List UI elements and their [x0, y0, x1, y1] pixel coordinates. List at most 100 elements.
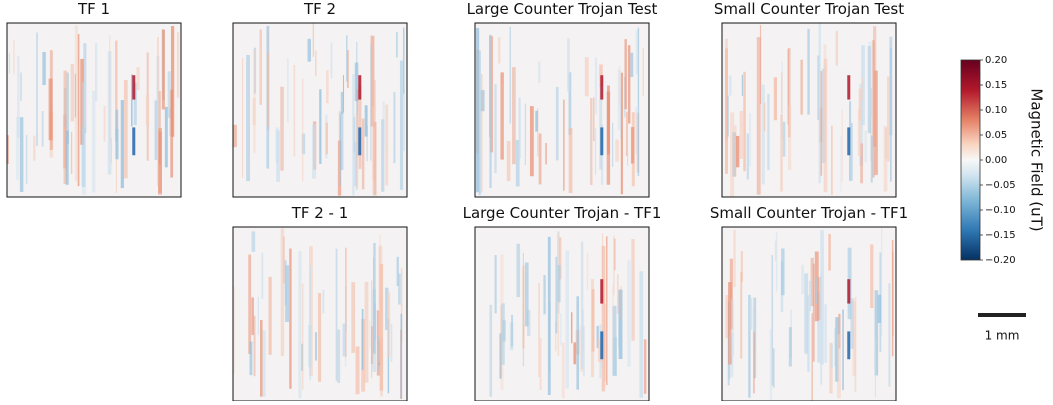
heatmap-texture: [33, 135, 36, 161]
heatmap-texture: [63, 70, 67, 184]
colorbar-tick-label: −0.05: [985, 180, 1016, 191]
heatmap-texture: [800, 59, 803, 115]
heatmap-texture: [387, 292, 391, 358]
heatmap-texture: [748, 294, 751, 398]
heatmap-texture: [325, 122, 328, 155]
heatmap-texture: [620, 286, 622, 321]
heatmap-texture: [888, 283, 891, 387]
panel-title: Large Counter Trojan - TF1: [463, 204, 662, 222]
heatmap-frame: [6, 22, 182, 198]
heatmap-texture: [733, 230, 736, 288]
heatmap-texture: [559, 237, 562, 280]
heatmap-texture: [735, 135, 740, 168]
heatmap-texture: [7, 135, 9, 164]
heatmap-texture: [500, 72, 504, 160]
colorbar-tick-label: 0.00: [985, 155, 1007, 166]
heatmap-texture: [857, 109, 862, 156]
colorbar-tick-label: 0.10: [985, 105, 1007, 116]
heatmap-texture: [756, 37, 761, 195]
heatmap-texture: [266, 52, 270, 127]
heatmap-texture: [489, 304, 493, 397]
colorbar-tick-label: −0.10: [985, 205, 1016, 216]
heatmap-texture: [494, 84, 497, 174]
heatmap-texture: [15, 116, 20, 180]
heatmap-texture: [396, 256, 399, 287]
heatmap-texture: [607, 85, 610, 155]
heatmap-texture: [576, 296, 579, 390]
heatmap-texture: [145, 95, 150, 126]
heatmap-texture: [593, 97, 595, 142]
heatmap-texture: [344, 247, 347, 357]
heatmap-texture: [573, 342, 577, 365]
heatmap-texture: [870, 87, 872, 161]
heatmap-texture: [759, 24, 762, 105]
heatmap-texture: [364, 105, 368, 137]
heatmap-texture: [810, 257, 814, 307]
heatmap-texture: [167, 71, 171, 118]
heatmap-texture: [176, 32, 180, 98]
heatmap-texture: [835, 31, 839, 66]
heatmap-texture: [630, 52, 634, 77]
heatmap-texture: [643, 339, 647, 394]
heatmap-texture: [364, 281, 369, 383]
heatmap-texture: [340, 92, 344, 115]
heatmap-texture: [543, 275, 546, 315]
heatmap-texture: [342, 75, 345, 113]
heatmap-texture: [580, 241, 584, 370]
heatmap-texture: [518, 97, 521, 159]
heatmap-feature: [358, 75, 362, 100]
heatmap-texture: [500, 304, 502, 378]
heatmap-texture: [787, 48, 791, 138]
heatmap-texture: [773, 77, 777, 121]
heatmap-texture: [782, 121, 786, 157]
heatmap-texture: [74, 25, 79, 182]
heatmap-texture: [874, 290, 879, 376]
heatmap-texture: [764, 102, 766, 132]
heatmap-texture: [804, 273, 808, 355]
heatmap-texture: [555, 256, 558, 334]
heatmap-texture: [253, 49, 256, 154]
heatmap-texture: [381, 119, 385, 192]
heatmap-texture: [746, 133, 749, 180]
heatmap-texture: [399, 60, 404, 190]
heatmap-texture: [741, 74, 744, 96]
heatmap-texture: [842, 309, 844, 391]
heatmap-texture: [631, 239, 635, 341]
heatmap-texture: [252, 98, 256, 126]
heatmap-texture: [808, 281, 811, 312]
heatmap-texture: [379, 264, 384, 391]
heatmap-texture: [301, 133, 306, 155]
heatmap-texture: [627, 260, 631, 367]
heatmap-texture: [815, 277, 817, 304]
heatmap-texture: [874, 70, 878, 175]
heatmap-texture: [589, 121, 591, 183]
heatmap-texture: [801, 264, 805, 295]
heatmap-texture: [339, 112, 344, 170]
heatmap-texture: [120, 100, 124, 189]
heatmap-texture: [538, 283, 540, 377]
heatmap-texture: [887, 76, 890, 162]
heatmap-texture: [596, 325, 599, 349]
heatmap-texture: [555, 321, 557, 352]
heatmap-texture: [817, 55, 820, 121]
heatmap-texture: [830, 344, 833, 369]
heatmap-texture: [280, 228, 285, 357]
heatmap-background: [7, 23, 181, 197]
heatmap-texture: [838, 313, 841, 349]
heatmap-texture: [506, 141, 511, 182]
heatmap-texture: [874, 338, 876, 398]
heatmap-texture: [852, 301, 857, 376]
heatmap-texture: [476, 28, 480, 193]
heatmap-texture: [594, 57, 598, 115]
heatmap-texture: [81, 82, 86, 195]
heatmap-texture: [740, 272, 743, 359]
heatmap-texture: [873, 26, 877, 147]
heatmap-texture: [356, 89, 359, 157]
heatmap-texture: [769, 329, 773, 400]
heatmap-texture: [372, 289, 377, 372]
heatmap-texture: [788, 105, 792, 171]
heatmap-texture: [285, 265, 290, 323]
heatmap-texture: [115, 109, 119, 160]
heatmap-texture: [309, 265, 311, 381]
heatmap-texture: [639, 271, 644, 398]
